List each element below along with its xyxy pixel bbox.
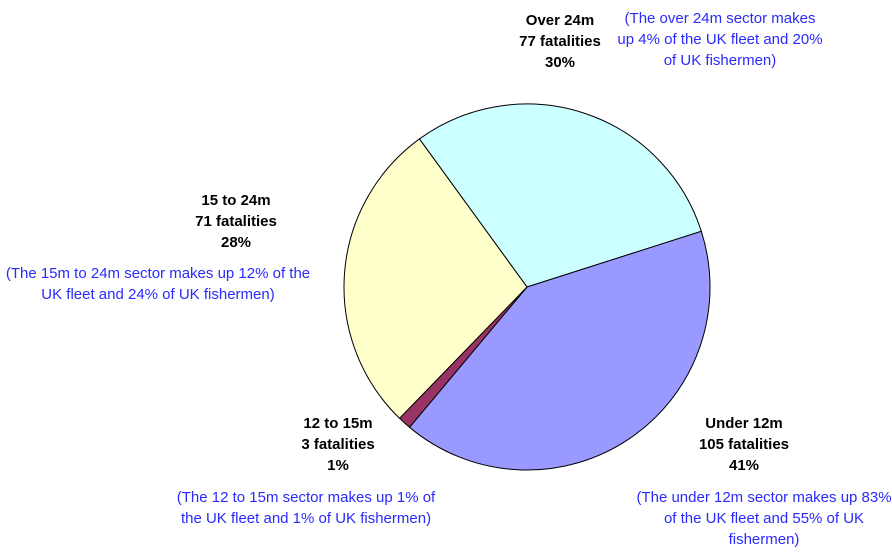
category-label: Under 12m [705, 415, 783, 432]
share-label: 41% [728, 457, 760, 474]
pie-slice [343, 138, 528, 419]
annotation: (The 15m to 24m sector makes up 12% of t… [5, 265, 311, 303]
share-label: 28% [220, 234, 252, 251]
category-label: 15 to 24m [201, 192, 271, 209]
slice-label: Over 24m 77 fatalities 30% [519, 10, 601, 73]
value-label: 77 fatalities [519, 33, 601, 50]
category-label: Over 24m [525, 12, 595, 29]
share-label: 1% [327, 457, 349, 474]
value-label: 105 fatalities [698, 436, 790, 453]
pie-slice [408, 230, 711, 471]
annotation: (The over 24m sector makes up 4% of the … [617, 10, 823, 69]
annotation: (The 12 to 15m sector makes up 1% of the… [176, 489, 436, 527]
value-label: 3 fatalities [301, 436, 375, 453]
slice-label: 15 to 24m 71 fatalities 28% [195, 190, 277, 253]
pie-slice [418, 103, 702, 288]
annotation: (The under 12m sector makes up 83% of th… [636, 489, 892, 548]
category-label: 12 to 15m [303, 415, 373, 432]
value-label: 71 fatalities [195, 213, 277, 230]
slice-label: Under 12m 105 fatalities 41% [699, 413, 789, 476]
share-label: 30% [544, 54, 576, 71]
slice-label: 12 to 15m 3 fatalities 1% [301, 413, 374, 476]
